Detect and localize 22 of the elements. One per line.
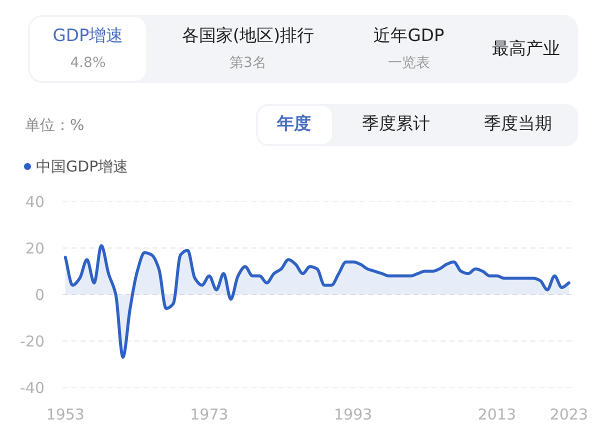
y-tick-label: -20 [20, 332, 44, 350]
y-tick-label: 20 [25, 240, 45, 258]
y-tick-label: 0 [34, 286, 45, 304]
text: 各国家(地区)排行 [180, 26, 316, 46]
y-axis-title: 单位：% [25, 116, 84, 134]
text: GDP增速 [52, 26, 124, 46]
x-tick-label: 2013 [478, 406, 516, 424]
x-tick-label: 1993 [334, 406, 372, 424]
text: 季度累计 [361, 114, 431, 134]
y-tick-label: 40 [25, 193, 45, 211]
x-tick-label: 1953 [46, 406, 84, 424]
x-tick-label: 2023 [550, 406, 588, 424]
text: 年度 [276, 114, 312, 134]
x-tick-label: 1973 [190, 406, 228, 424]
y-tick-label: -40 [20, 379, 44, 397]
text: 4.8% [69, 55, 107, 71]
legend-label: 中国GDP增速 [36, 157, 128, 176]
text: 近年GDP [372, 26, 446, 46]
text: 季度当期 [483, 114, 553, 134]
text: 最高产业 [492, 39, 560, 59]
text: 第3名 [228, 55, 268, 71]
text: 一览表 [387, 55, 431, 71]
